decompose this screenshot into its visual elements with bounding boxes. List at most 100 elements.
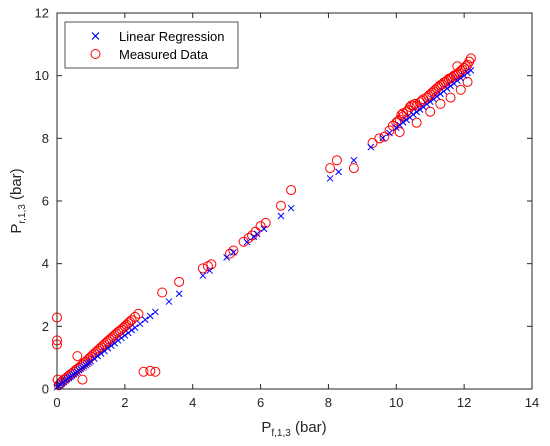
y-tick-label: 10 [35, 68, 49, 83]
y-tick-label: 0 [42, 382, 49, 397]
regression-point [386, 129, 393, 137]
measured-point [411, 117, 422, 128]
regression-point [454, 77, 461, 85]
measured-point [145, 365, 156, 376]
regression-point [97, 350, 105, 357]
regression-point [165, 298, 173, 305]
regression-point [326, 175, 334, 182]
regression-point [206, 267, 214, 274]
measured-point [275, 200, 286, 211]
x-tick-label: 6 [257, 395, 264, 410]
regression-point [457, 74, 465, 82]
regression-point [114, 337, 122, 344]
measured-point [462, 76, 473, 87]
legend-label-linear-regression: Linear Regression [119, 29, 225, 44]
x-tick-label: 8 [325, 395, 332, 410]
regression-point [423, 100, 431, 108]
regression-point [392, 124, 400, 132]
measured-point [138, 366, 149, 377]
measured-point [398, 111, 409, 122]
measured-point [126, 315, 137, 326]
measured-point [374, 133, 385, 144]
regression-point [152, 308, 159, 316]
x-tick-label: 10 [389, 395, 403, 410]
measured-point [425, 106, 436, 117]
measured-point [238, 236, 249, 247]
regression-point [403, 116, 410, 124]
regression-point [230, 249, 237, 256]
legend-marker-measured-data [90, 49, 101, 59]
measured-point [396, 109, 407, 120]
measured-point [452, 61, 463, 72]
regression-point [243, 238, 251, 246]
regression-point [416, 106, 424, 113]
regression-point [199, 272, 207, 279]
regression-point [437, 90, 444, 98]
y-tick-label: 8 [42, 131, 49, 146]
measured-point [325, 163, 336, 174]
regression-point [253, 230, 261, 238]
x-tick-label: 14 [525, 395, 539, 410]
regression-point [136, 320, 144, 328]
measured-point [442, 75, 453, 86]
regression-point [260, 225, 268, 233]
x-tick-label: 0 [53, 395, 60, 410]
y-axis-title: Pr,1,3 (bar) [8, 168, 28, 233]
regression-point [287, 204, 295, 212]
regression-point [467, 66, 475, 74]
measured-point [130, 311, 141, 322]
regression-point [413, 108, 420, 116]
y-axis-title-main: P [8, 224, 25, 234]
measured-point [77, 374, 88, 385]
regression-point [433, 92, 441, 100]
legend-label-measured-data: Measured Data [119, 47, 209, 62]
regression-point [443, 85, 451, 92]
measured-point [348, 163, 359, 174]
measured-point [331, 155, 342, 166]
regression-point [464, 69, 471, 77]
regression-point [426, 98, 434, 106]
data-series [52, 53, 476, 391]
measured-point [465, 53, 476, 64]
measured-point [394, 127, 405, 138]
measured-point [286, 185, 297, 196]
measured-point [394, 114, 405, 125]
y-tick-label: 4 [42, 256, 49, 271]
measured-point [174, 276, 185, 287]
regression-point [131, 324, 139, 331]
x-tick-label: 12 [457, 395, 471, 410]
measured-point [53, 380, 64, 391]
regression-point [141, 316, 149, 324]
x-tick-label: 2 [121, 395, 128, 410]
regression-point [350, 156, 358, 164]
regression-point [146, 312, 154, 320]
y-axis-title-unit: (bar) [8, 168, 25, 204]
measured-point [464, 56, 475, 67]
measured-point [379, 131, 390, 142]
series-linear-regression [53, 66, 475, 391]
measured-point [367, 138, 378, 149]
x-tick-label: 4 [189, 395, 196, 410]
y-axis-title-sub: r,1,3 [17, 204, 28, 224]
measured-point [462, 59, 473, 70]
y-tick-label: 6 [42, 194, 49, 209]
measured-point [72, 351, 83, 362]
y-axis-ticks: 0 2 4 6 8 10 12 [35, 6, 532, 397]
regression-point [128, 326, 135, 334]
regression-point [335, 168, 342, 176]
measured-point [255, 221, 266, 232]
x-axis-title-sub: f,1,3 [271, 428, 291, 439]
measured-point [157, 287, 168, 298]
regression-point [223, 254, 230, 261]
x-axis-title-unit: (bar) [291, 419, 327, 436]
regression-point [94, 352, 102, 360]
regression-point [447, 82, 454, 90]
measured-point [150, 366, 161, 377]
legend-box [64, 21, 239, 69]
measured-point [228, 245, 239, 256]
measured-point [133, 308, 144, 319]
regression-point [399, 118, 407, 126]
x-axis-title-main: P [261, 419, 271, 436]
regression-point [367, 143, 375, 151]
